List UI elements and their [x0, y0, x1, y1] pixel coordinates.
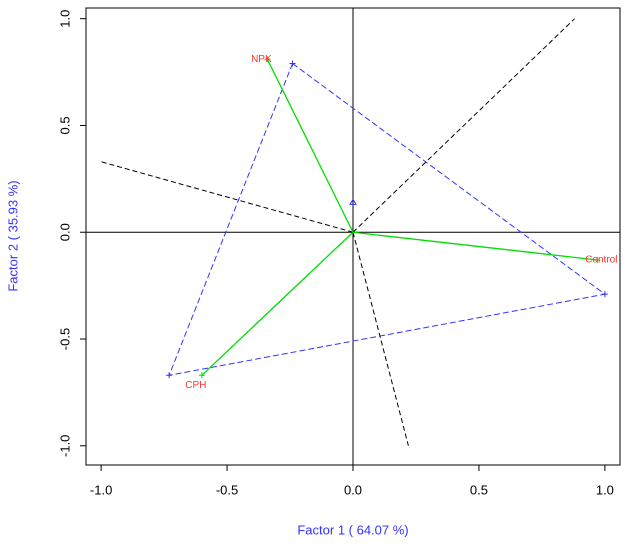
point	[594, 256, 601, 263]
point	[264, 56, 271, 63]
y-tick-label: -1.0	[57, 435, 72, 457]
x-tick-label: 0.0	[344, 482, 362, 497]
polygon-vertex	[289, 60, 296, 67]
vector	[352, 231, 598, 261]
x-tick-label: 1.0	[596, 482, 614, 497]
polygon-vertex	[166, 372, 173, 379]
point-label: NPK	[251, 54, 272, 65]
polygon-vertex	[601, 291, 608, 298]
rotated-axis	[100, 161, 354, 233]
y-tick-label: 1.0	[57, 10, 72, 28]
marker	[349, 198, 357, 205]
x-axis-label: Factor 1 ( 64.07 %)	[297, 522, 408, 537]
y-tick-label: 0.0	[57, 223, 72, 241]
y-axis-label: Factor 2 ( 35.93 %)	[5, 180, 20, 291]
y-tick-label: -0.5	[57, 328, 72, 350]
y-tick-label: 0.5	[57, 116, 72, 134]
rotated-axis	[352, 232, 409, 446]
point-label: CPH	[185, 380, 206, 391]
rotated-axis	[352, 18, 576, 233]
x-tick-label: -1.0	[90, 482, 112, 497]
x-tick-label: -0.5	[216, 482, 238, 497]
vector	[266, 58, 354, 233]
point	[198, 372, 205, 379]
x-tick-label: 0.5	[470, 482, 488, 497]
polygon	[168, 62, 607, 376]
vector	[201, 231, 354, 376]
point-label: Control	[585, 255, 617, 266]
